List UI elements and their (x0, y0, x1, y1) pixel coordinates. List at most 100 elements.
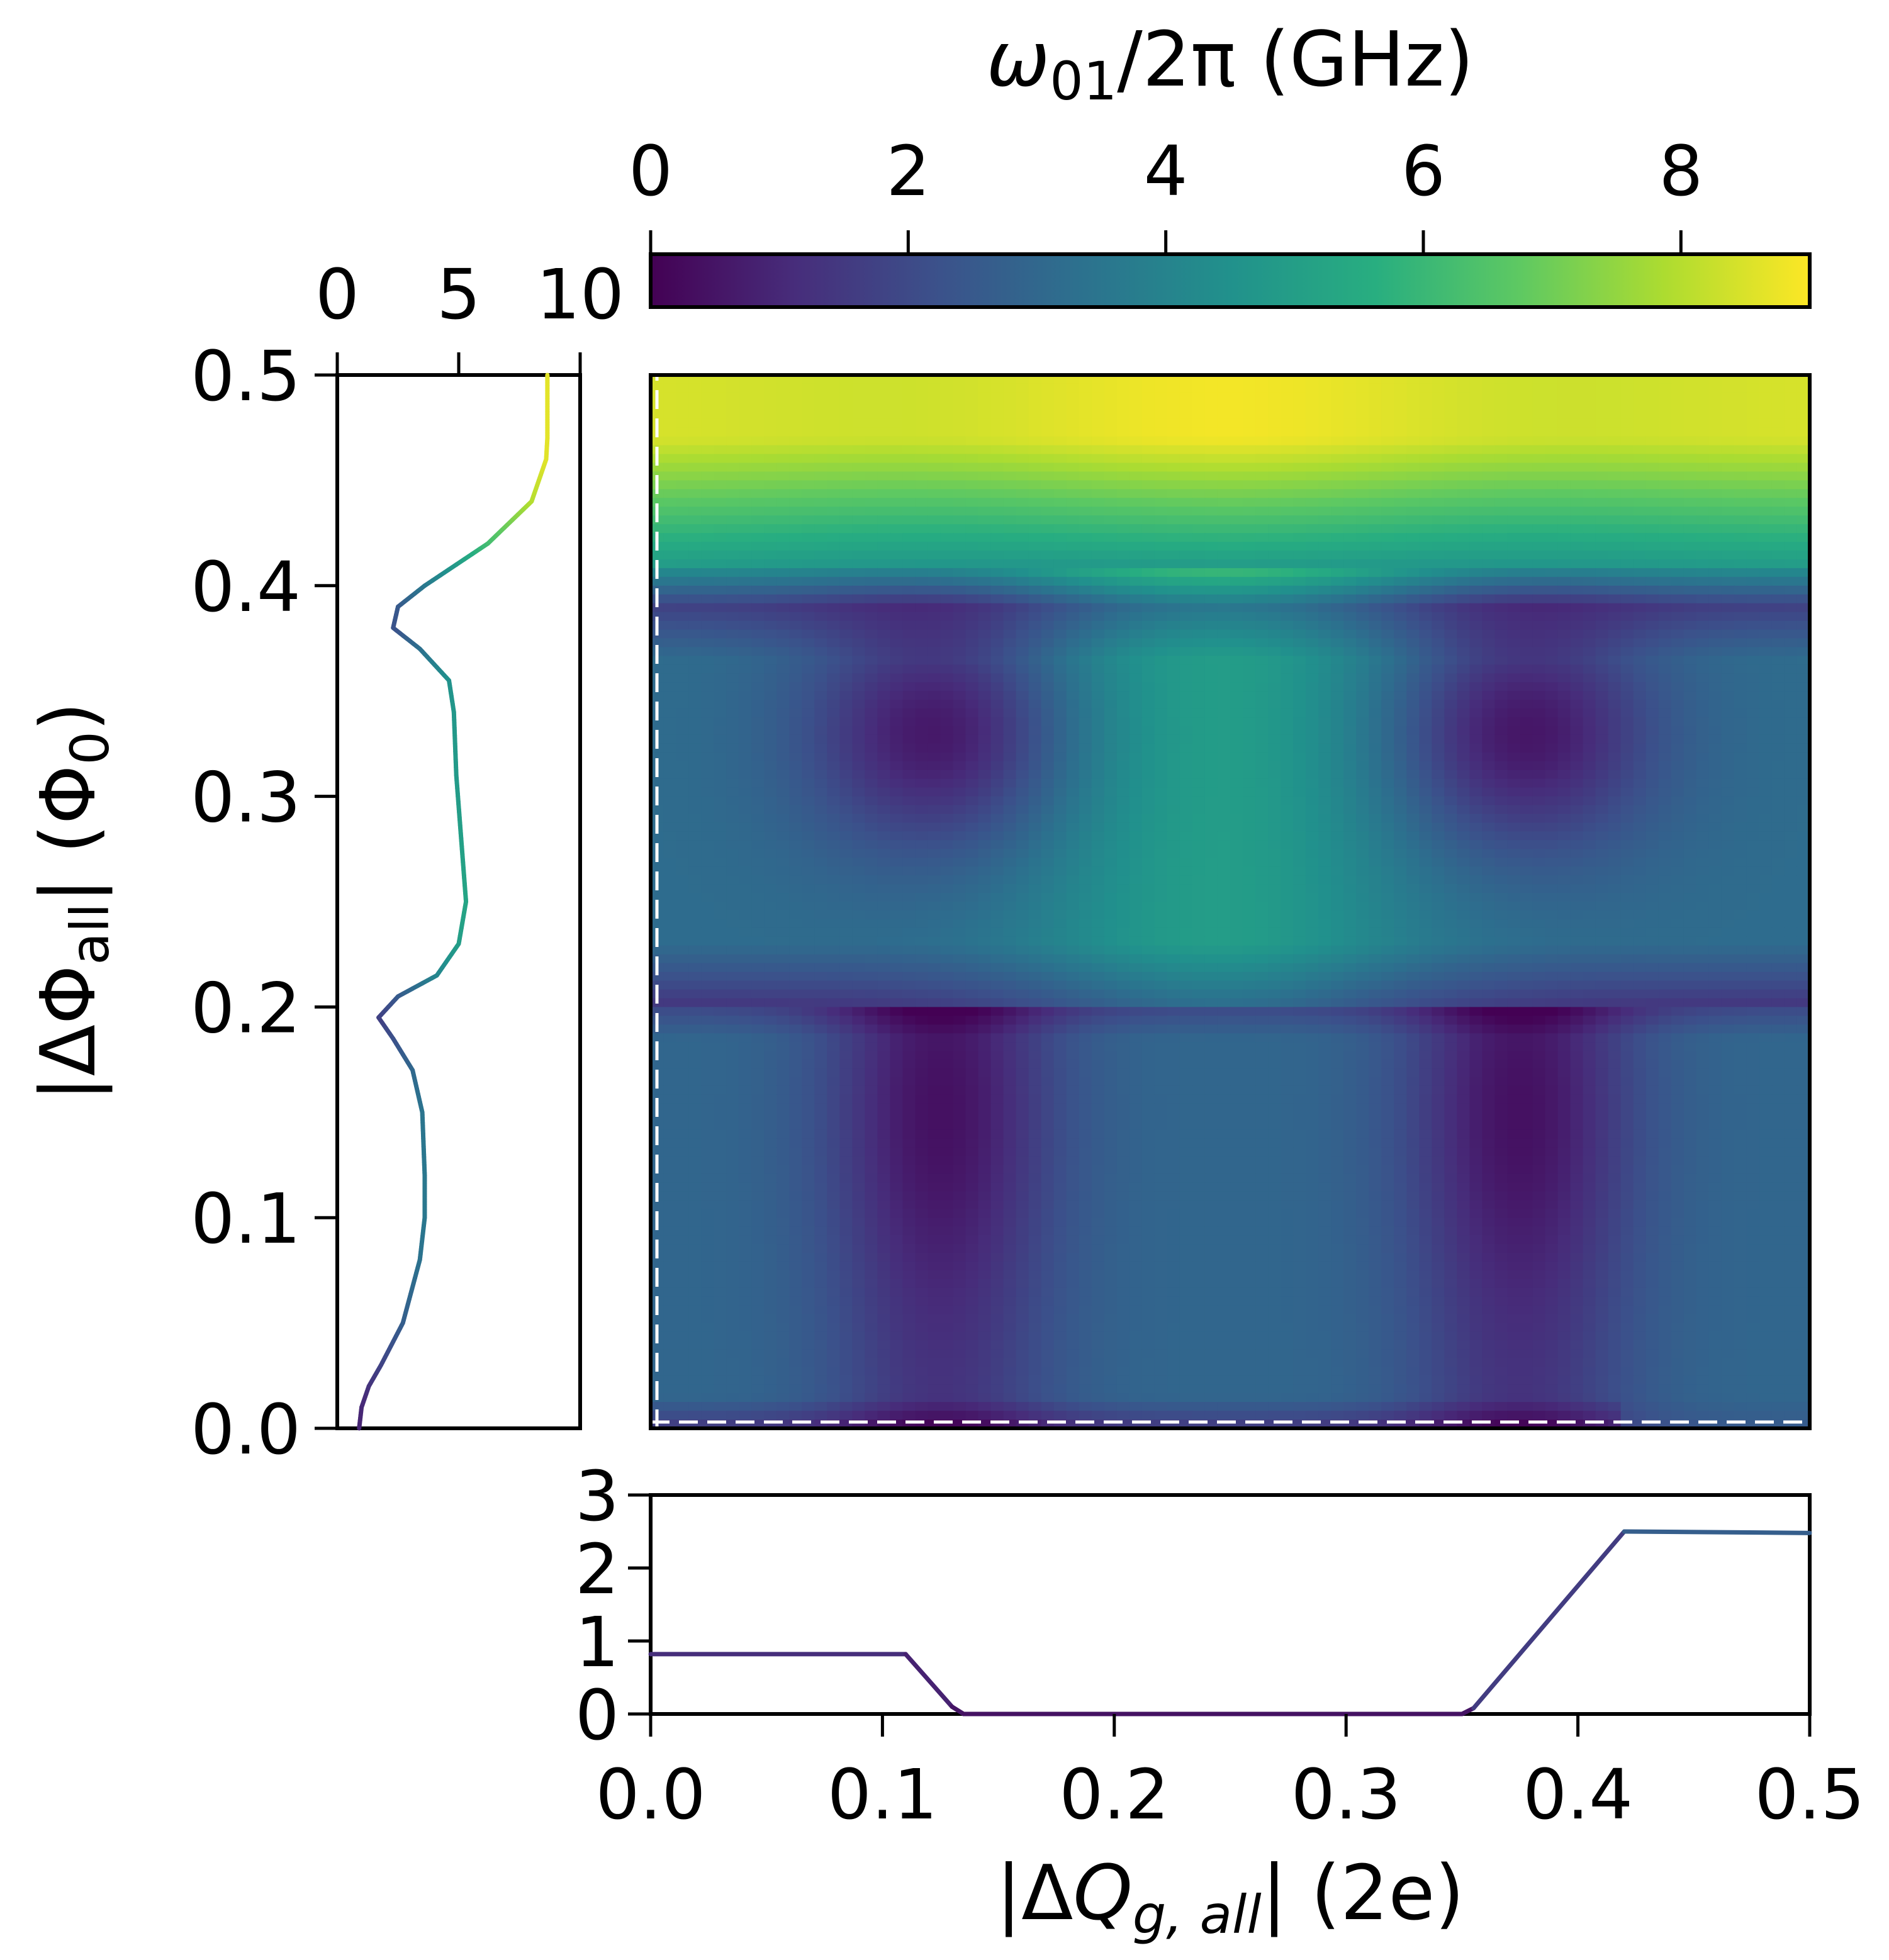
heatmap-cell (902, 691, 916, 700)
heatmap-cell (1507, 673, 1521, 683)
heatmap-cell (1129, 752, 1143, 762)
heatmap-cell (1293, 787, 1306, 797)
heatmap-cell (688, 629, 702, 639)
heatmap-cell (1141, 778, 1155, 788)
heatmap-cell (1003, 462, 1017, 473)
heatmap-cell (1381, 840, 1395, 850)
heatmap-cell (814, 401, 828, 411)
heatmap-cell (1406, 822, 1420, 832)
heatmap-cell (1066, 427, 1080, 437)
heatmap-cell (739, 761, 752, 771)
heatmap-cell (1520, 647, 1533, 657)
heatmap-cell (1041, 743, 1055, 753)
heatmap-cell (1671, 831, 1684, 841)
heatmap-cell (1457, 551, 1471, 560)
heatmap-cell (1154, 673, 1168, 683)
heatmap-cell (802, 638, 816, 648)
heatmap-cell (1797, 498, 1810, 508)
heatmap-cell (1771, 568, 1785, 578)
heatmap-cell (1494, 436, 1508, 446)
heatmap-cell (1016, 418, 1029, 428)
heatmap-cell (1192, 805, 1206, 815)
heatmap-cell (1708, 498, 1722, 508)
heatmap-cell (1520, 392, 1533, 402)
heatmap-cell (726, 814, 739, 824)
heatmap-cell (1268, 418, 1281, 428)
heatmap-cell (1243, 778, 1256, 788)
heatmap-cell (1734, 743, 1747, 753)
heatmap-cell (1192, 717, 1206, 727)
heatmap-cell (1356, 770, 1370, 780)
heatmap-cell (990, 761, 1004, 771)
heatmap-cell (852, 576, 866, 586)
heatmap-cell (965, 691, 979, 700)
heatmap-cell (1696, 559, 1710, 569)
heatmap-cell (1091, 568, 1105, 578)
heatmap-cell (1104, 691, 1118, 700)
heatmap-cell (1570, 462, 1584, 473)
heatmap-cell (1557, 507, 1571, 516)
heatmap-cell (1734, 752, 1747, 762)
heatmap-cell (1306, 647, 1319, 657)
heatmap-cell (1356, 682, 1370, 692)
heatmap-cell (814, 664, 828, 675)
heatmap-cell (1444, 638, 1458, 648)
heatmap-cell (676, 778, 689, 788)
heatmap-cell (940, 691, 954, 700)
heatmap-cell (940, 717, 954, 727)
heatmap-cell (1708, 401, 1722, 411)
heatmap-cell (1444, 805, 1458, 815)
heatmap-cell (814, 796, 828, 806)
heatmap-cell (1281, 734, 1294, 744)
heatmap-cell (1343, 664, 1357, 675)
heatmap-cell (928, 805, 941, 815)
heatmap-cell (1406, 462, 1420, 473)
heatmap-cell (688, 454, 702, 464)
heatmap-cell (1557, 462, 1571, 473)
heatmap-cell (1595, 840, 1609, 850)
heatmap-cell (1003, 524, 1017, 534)
heatmap-cell (1141, 436, 1155, 446)
heatmap-cell (1053, 831, 1067, 841)
heatmap-cell (1381, 498, 1395, 508)
heatmap-cell (1016, 708, 1029, 718)
heatmap-cell (1356, 401, 1370, 411)
heatmap-cell (1116, 603, 1130, 613)
heatmap-cell (663, 454, 676, 464)
heatmap-cell (739, 822, 752, 832)
heatmap-cell (953, 410, 967, 420)
heatmap-cell (1243, 647, 1256, 657)
heatmap-cell (865, 743, 878, 753)
heatmap-cell (890, 576, 904, 586)
heatmap-cell (1784, 559, 1798, 569)
heatmap-cell (877, 770, 891, 780)
heatmap-cell (1570, 743, 1584, 753)
heatmap-cell (1570, 717, 1584, 727)
heatmap-cell (1683, 796, 1697, 806)
heatmap-cell (739, 629, 752, 639)
heatmap-cell (1091, 594, 1105, 604)
heatmap-cell (1066, 770, 1080, 780)
heatmap-cell (1759, 542, 1773, 551)
heatmap-cell (1204, 462, 1218, 473)
heatmap-cell (1419, 559, 1433, 569)
heatmap-cell (814, 418, 828, 428)
heatmap-cell (1469, 498, 1483, 508)
heatmap-cell (1658, 814, 1672, 824)
heatmap-cell (865, 559, 878, 569)
heatmap-cell (877, 840, 891, 850)
heatmap-cell (1746, 647, 1760, 657)
heatmap-cell (1734, 524, 1747, 534)
heatmap-cell (1469, 445, 1483, 455)
heatmap-cell (1797, 840, 1810, 850)
heatmap-cell (1318, 805, 1331, 815)
heatmap-cell (1217, 418, 1231, 428)
heatmap-cell (1230, 691, 1243, 700)
heatmap-cell (1243, 708, 1256, 718)
heatmap-cell (1557, 700, 1571, 709)
heatmap-cell (1759, 507, 1773, 516)
heatmap-cell (1633, 822, 1647, 832)
heatmap-cell (1545, 542, 1559, 551)
heatmap-cell (1066, 682, 1080, 692)
heatmap-cell (1293, 664, 1306, 675)
